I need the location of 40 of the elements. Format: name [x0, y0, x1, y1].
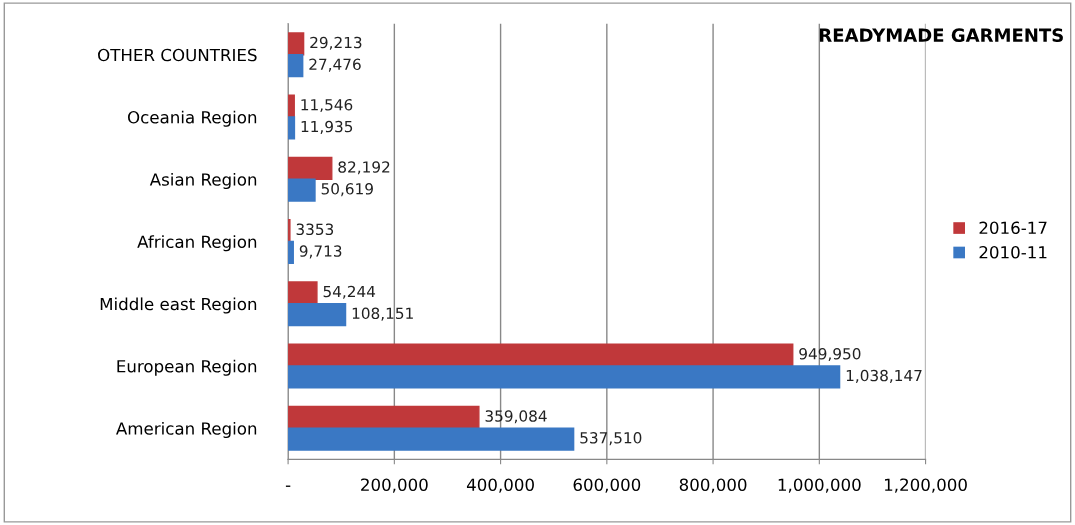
y-tick-label: OTHER COUNTRIES [98, 48, 257, 62]
data-label: 537,510 [580, 432, 642, 446]
data-label: 9,713 [299, 245, 342, 259]
data-label: 108,151 [352, 307, 413, 321]
bar [288, 343, 794, 367]
bar [288, 405, 480, 429]
y-tick-label: Middle east Region [100, 297, 257, 314]
chart-title: READYMADE GARMENTS [819, 28, 1063, 42]
data-label: 11,935 [301, 120, 353, 134]
y-tick-label: African Region [137, 235, 257, 252]
bar [288, 365, 841, 389]
bar [288, 281, 318, 305]
bar [288, 156, 333, 180]
y-tick-label: Asian Region [149, 172, 257, 190]
y-tick-label: European Region [117, 359, 257, 376]
legend-label: 2016-17 [979, 221, 1047, 235]
x-tick-label: 1,000,000 [778, 478, 861, 493]
x-tick-label: 1,200,000 [884, 478, 967, 493]
x-tick-label: 200,000 [361, 478, 428, 493]
x-tick-label: - [285, 485, 291, 487]
data-label: 82,192 [338, 161, 390, 175]
bar [288, 178, 316, 202]
x-tick-label: 600,000 [573, 478, 641, 493]
y-tick-label: Oceania Region [127, 110, 257, 127]
data-label: 50,619 [321, 183, 373, 197]
x-tick-label: 400,000 [466, 478, 534, 493]
y-tick-label: American Region [116, 421, 257, 439]
data-label: 29,213 [310, 36, 362, 50]
x-tick-label: 800,000 [679, 478, 747, 493]
data-label: 3353 [296, 223, 334, 236]
data-label: 1,038,147 [846, 369, 922, 383]
data-label: 949,950 [799, 347, 861, 362]
bar [288, 303, 347, 327]
data-label: 11,546 [301, 98, 353, 113]
bar [288, 427, 575, 451]
data-label: 54,244 [323, 285, 376, 299]
bar [288, 54, 304, 78]
data-label: 27,476 [309, 58, 361, 72]
legend-label: 2010-11 [979, 245, 1047, 259]
data-label: 359,084 [485, 410, 547, 424]
